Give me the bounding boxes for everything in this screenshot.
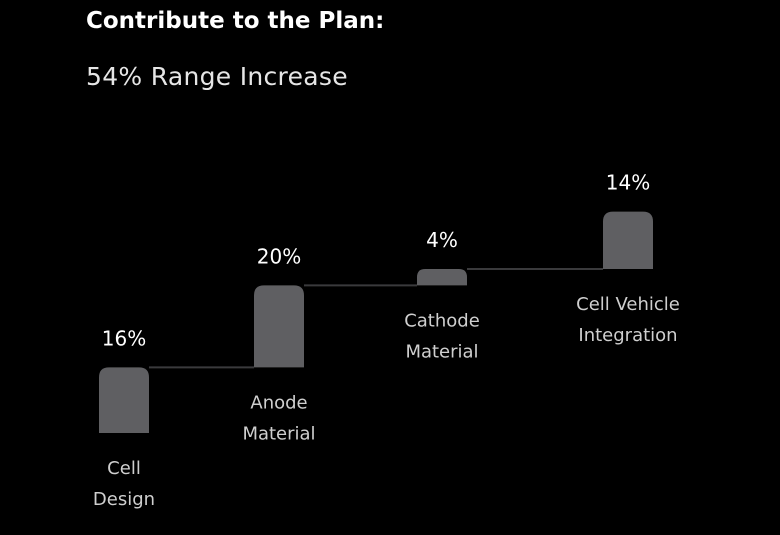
- waterfall-bar: [99, 367, 149, 433]
- category-label: Design: [93, 489, 155, 510]
- category-label: Integration: [578, 325, 677, 346]
- category-label: Material: [405, 341, 478, 362]
- value-label: 14%: [606, 171, 650, 195]
- category-label: Material: [242, 423, 315, 444]
- value-label: 16%: [102, 326, 146, 350]
- category-label: Anode: [250, 392, 307, 413]
- value-label: 20%: [257, 244, 301, 268]
- waterfall-bar: [417, 269, 467, 286]
- category-label: Cell: [107, 458, 141, 479]
- waterfall-bar: [254, 285, 304, 368]
- chart-subtitle: 54% Range Increase: [86, 62, 348, 91]
- value-label: 4%: [426, 228, 458, 252]
- waterfall-bar: [603, 211, 653, 269]
- chart-title: Contribute to the Plan:: [86, 8, 385, 34]
- category-label: Cell Vehicle: [576, 294, 680, 315]
- category-label: Cathode: [404, 310, 480, 331]
